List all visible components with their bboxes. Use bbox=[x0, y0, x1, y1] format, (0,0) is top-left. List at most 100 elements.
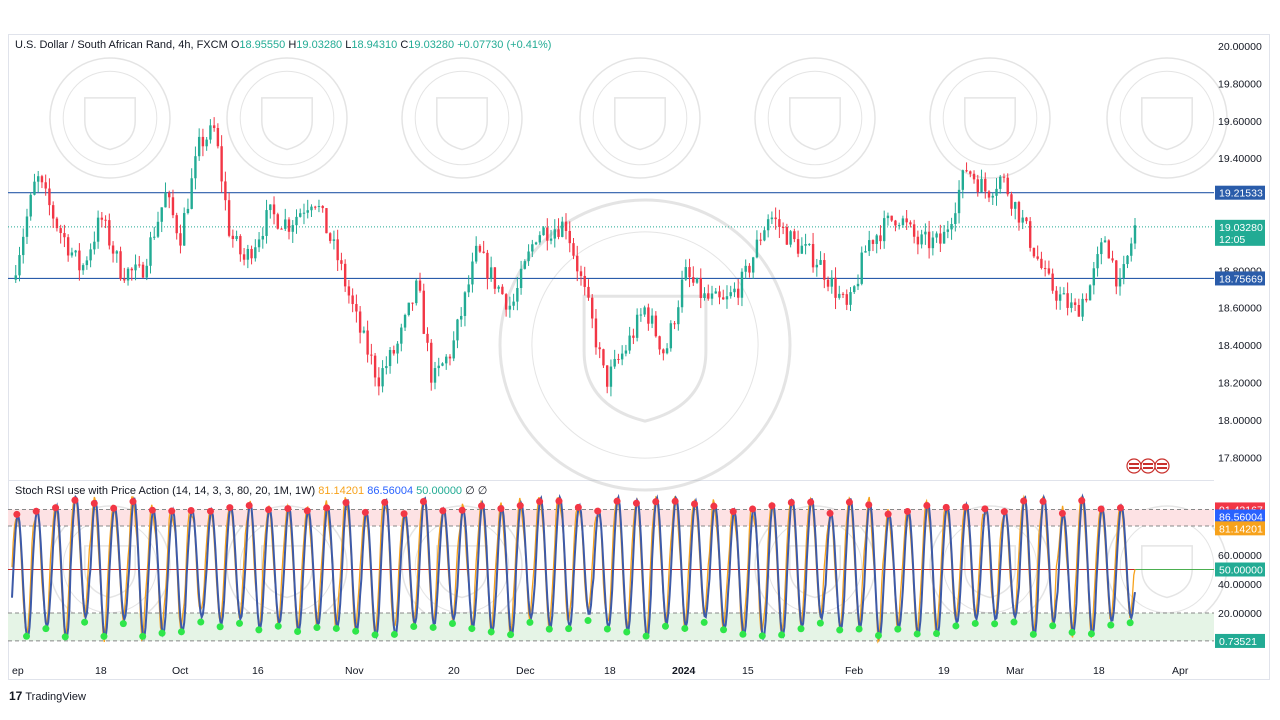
stoch-oversold-dot bbox=[913, 630, 921, 638]
candle bbox=[145, 258, 148, 281]
candle bbox=[527, 244, 530, 266]
candle bbox=[605, 365, 609, 394]
candle bbox=[201, 128, 205, 157]
candle bbox=[493, 267, 497, 295]
candle bbox=[961, 169, 965, 199]
candle bbox=[456, 318, 459, 349]
stoch-oversold-dot bbox=[661, 622, 669, 630]
candle bbox=[426, 327, 429, 352]
candle bbox=[1081, 293, 1084, 322]
pane-separator[interactable] bbox=[8, 480, 1214, 481]
candle-body bbox=[501, 286, 504, 295]
chart-frame bbox=[8, 34, 1270, 680]
candle bbox=[1043, 260, 1047, 277]
candle bbox=[984, 172, 987, 199]
candle bbox=[40, 174, 44, 189]
candle-body bbox=[385, 366, 388, 369]
flags-icon[interactable] bbox=[1126, 458, 1170, 479]
candle-body bbox=[272, 204, 276, 215]
candle-body bbox=[557, 229, 560, 237]
candle-body bbox=[388, 350, 392, 367]
candle-body bbox=[954, 213, 957, 224]
stoch-overbought-dot bbox=[652, 498, 660, 506]
candle-body bbox=[422, 290, 425, 334]
high-label: H bbox=[288, 39, 297, 51]
candle-body bbox=[841, 293, 845, 295]
candle bbox=[879, 225, 882, 250]
candle bbox=[1115, 259, 1118, 295]
candle bbox=[242, 248, 246, 266]
candle bbox=[834, 267, 837, 310]
watermark-stamp-large bbox=[498, 198, 792, 492]
candle-body bbox=[415, 280, 418, 304]
price-axis-tick: 20.00000 bbox=[1218, 41, 1262, 53]
candle-body bbox=[512, 301, 515, 306]
candle bbox=[733, 282, 736, 298]
candle-body bbox=[946, 229, 950, 232]
candle-body bbox=[632, 335, 635, 338]
candle bbox=[523, 259, 527, 270]
stoch-oversold-dot bbox=[1068, 628, 1076, 636]
candle bbox=[613, 349, 616, 369]
watermark-ring bbox=[226, 57, 348, 179]
stoch-oversold-dot bbox=[700, 618, 708, 626]
candle bbox=[1122, 255, 1125, 285]
candle bbox=[1010, 191, 1013, 216]
candle-body bbox=[224, 181, 227, 201]
candle bbox=[1006, 173, 1009, 197]
candle-body bbox=[871, 240, 875, 244]
candle bbox=[433, 361, 437, 390]
candle-body bbox=[778, 219, 781, 227]
candle bbox=[568, 221, 571, 253]
time-axis-tick: 20 bbox=[448, 665, 460, 677]
candle-body bbox=[658, 336, 661, 350]
candle-body bbox=[130, 268, 133, 271]
stoch-oversold-dot bbox=[294, 627, 302, 635]
candle bbox=[957, 180, 961, 224]
stoch-oversold-dot bbox=[429, 623, 437, 631]
stoch-oversold-dot bbox=[100, 632, 108, 640]
price-axis-tick: 18.40000 bbox=[1218, 340, 1262, 352]
candle bbox=[460, 307, 463, 327]
candle bbox=[171, 189, 175, 219]
indicator-legend[interactable]: Stoch RSI use with Price Action (14, 14,… bbox=[15, 484, 487, 497]
candle-body bbox=[849, 292, 852, 305]
watermark-inner-ring bbox=[62, 70, 158, 166]
time-axis-tick: Apr bbox=[1172, 665, 1189, 677]
candle-body bbox=[628, 335, 631, 351]
candle bbox=[954, 202, 957, 232]
candle-body bbox=[197, 136, 201, 157]
candle bbox=[29, 192, 32, 221]
candle-body bbox=[257, 239, 261, 248]
candle-body bbox=[25, 216, 29, 237]
candle bbox=[373, 352, 377, 387]
candle bbox=[70, 247, 74, 258]
candle-body bbox=[1130, 243, 1133, 256]
candle-body bbox=[1073, 302, 1077, 305]
candle-body bbox=[179, 233, 182, 246]
candle-body bbox=[546, 227, 549, 241]
tradingview-brand[interactable]: 17 TradingView bbox=[9, 689, 86, 703]
candle-body bbox=[620, 353, 624, 360]
candle bbox=[186, 198, 190, 215]
stoch-oversold-dot bbox=[42, 625, 50, 633]
candle bbox=[33, 173, 36, 196]
candle bbox=[583, 266, 586, 296]
candle bbox=[748, 263, 751, 278]
stoch-overbought-dot bbox=[458, 506, 466, 514]
candle bbox=[864, 245, 867, 253]
candle-body bbox=[314, 206, 317, 208]
symbol-legend[interactable]: U.S. Dollar / South African Rand, 4h, FX… bbox=[15, 39, 551, 51]
candle bbox=[635, 308, 639, 342]
candle-body bbox=[478, 245, 482, 252]
stoch-overbought-dot bbox=[981, 505, 989, 513]
candle bbox=[1028, 217, 1032, 252]
stoch-oversold-dot bbox=[1010, 618, 1018, 626]
candle-body bbox=[441, 363, 444, 366]
candle bbox=[950, 217, 953, 240]
candle bbox=[96, 210, 100, 249]
candle-body bbox=[950, 223, 953, 230]
candle bbox=[78, 243, 81, 281]
candle bbox=[463, 291, 467, 327]
